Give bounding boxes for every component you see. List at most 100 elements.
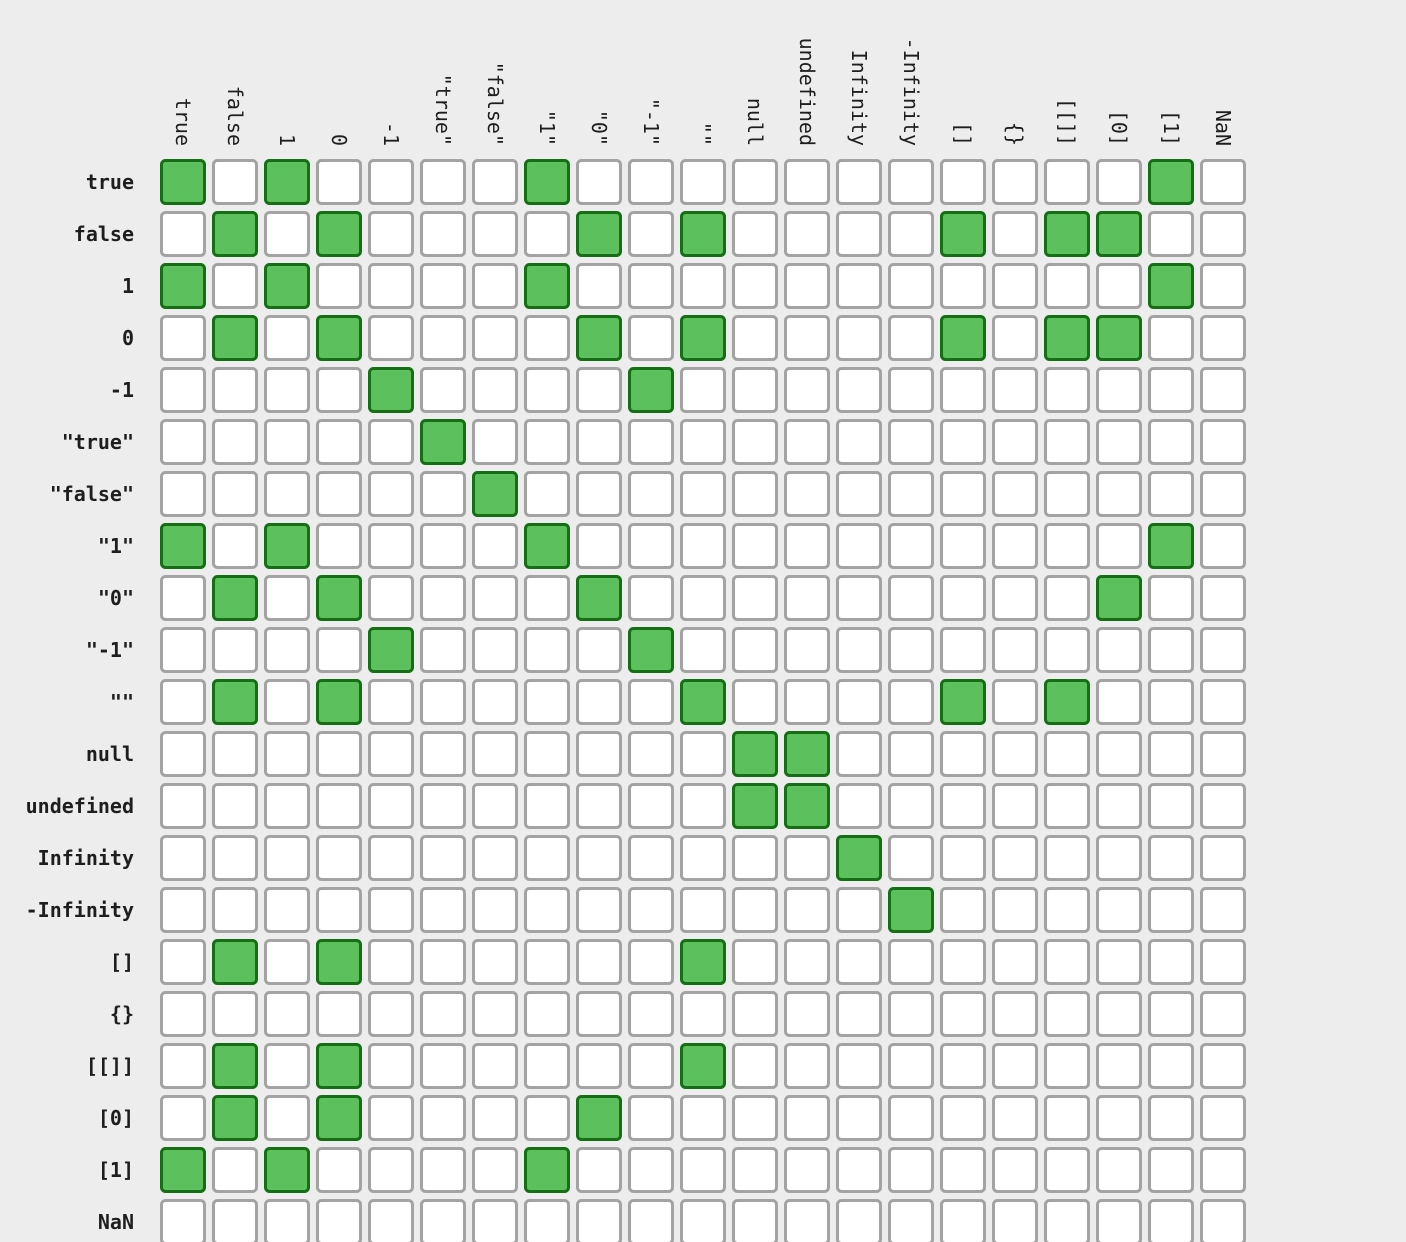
cell-not-equal: [368, 575, 414, 621]
cell-not-equal: [316, 627, 362, 673]
cell-equal: [732, 783, 778, 829]
cell-not-equal: [420, 783, 466, 829]
cell-not-equal: [472, 991, 518, 1037]
cell-not-equal: [316, 1147, 362, 1193]
cell-not-equal: [316, 1199, 362, 1242]
cell-not-equal: [992, 523, 1038, 569]
row-label-lblbrbrb: [[]]: [86, 1054, 134, 1078]
cell-not-equal: [524, 575, 570, 621]
cell-not-equal: [836, 783, 882, 829]
cell-equal: [472, 471, 518, 517]
cell-not-equal: [836, 1199, 882, 1242]
cell-equal: [628, 367, 674, 413]
cell-not-equal: [836, 731, 882, 777]
cell-not-equal: [420, 1043, 466, 1089]
cell-not-equal: [680, 575, 726, 621]
cell-not-equal: [524, 315, 570, 361]
cell-not-equal: [316, 991, 362, 1037]
cell-not-equal: [264, 939, 310, 985]
cell-not-equal: [732, 1043, 778, 1089]
cell-not-equal: [992, 939, 1038, 985]
cell-not-equal: [1044, 471, 1090, 517]
cell-not-equal: [732, 887, 778, 933]
row-label-undefined: undefined: [26, 794, 134, 818]
cell-not-equal: [420, 731, 466, 777]
cell-not-equal: [316, 367, 362, 413]
cell-not-equal: [368, 1095, 414, 1141]
cell-not-equal: [1096, 159, 1142, 205]
cell-not-equal: [368, 783, 414, 829]
cell-not-equal: [212, 627, 258, 673]
cell-not-equal: [472, 523, 518, 569]
cell-not-equal: [732, 1199, 778, 1242]
cell-not-equal: [1096, 1095, 1142, 1141]
cell-not-equal: [576, 367, 622, 413]
cell-equal: [940, 211, 986, 257]
cell-not-equal: [368, 263, 414, 309]
cell-not-equal: [732, 367, 778, 413]
cell-not-equal: [160, 627, 206, 673]
cell-not-equal: [576, 263, 622, 309]
cell-not-equal: [1200, 627, 1246, 673]
cell-not-equal: [888, 1043, 934, 1089]
row-label-infinity: Infinity: [38, 846, 134, 870]
cell-not-equal: [680, 263, 726, 309]
cell-not-equal: [316, 783, 362, 829]
cell-not-equal: [1044, 263, 1090, 309]
cell-not-equal: [1200, 575, 1246, 621]
cell-not-equal: [420, 835, 466, 881]
cell-not-equal: [576, 1147, 622, 1193]
row-label-str-1str: "-1": [86, 638, 134, 662]
cell-not-equal: [1200, 991, 1246, 1037]
cell-not-equal: [472, 835, 518, 881]
cell-not-equal: [732, 1147, 778, 1193]
cell-not-equal: [888, 471, 934, 517]
cell-not-equal: [264, 835, 310, 881]
row-label-str-0str: "0": [98, 586, 134, 610]
cell-not-equal: [940, 1095, 986, 1141]
cell-not-equal: [784, 211, 830, 257]
cell-not-equal: [1200, 315, 1246, 361]
row-label-str-1str: "1": [98, 534, 134, 558]
cell-not-equal: [1148, 991, 1194, 1037]
cell-equal: [264, 159, 310, 205]
cell-not-equal: [420, 627, 466, 673]
cell-not-equal: [524, 887, 570, 933]
cell-not-equal: [368, 887, 414, 933]
cell-not-equal: [1200, 1199, 1246, 1242]
cell-not-equal: [940, 783, 986, 829]
cell-not-equal: [888, 1199, 934, 1242]
cell-not-equal: [888, 991, 934, 1037]
cell-not-equal: [992, 835, 1038, 881]
cell-not-equal: [836, 1095, 882, 1141]
cell-not-equal: [940, 1043, 986, 1089]
cell-equal: [1148, 159, 1194, 205]
cell-not-equal: [836, 991, 882, 1037]
cell-equal: [316, 1043, 362, 1089]
cell-not-equal: [992, 783, 1038, 829]
cell-not-equal: [1044, 367, 1090, 413]
cell-not-equal: [420, 887, 466, 933]
cell-not-equal: [368, 315, 414, 361]
cell-not-equal: [1096, 419, 1142, 465]
cell-not-equal: [836, 471, 882, 517]
cell-equal: [940, 315, 986, 361]
cell-not-equal: [1200, 679, 1246, 725]
cell-not-equal: [576, 1199, 622, 1242]
cell-not-equal: [368, 1147, 414, 1193]
column-label-str-1str: "1": [535, 110, 559, 146]
cell-not-equal: [524, 367, 570, 413]
cell-not-equal: [992, 679, 1038, 725]
row-label-lb1rb: [1]: [98, 1158, 134, 1182]
cell-equal: [212, 575, 258, 621]
cell-not-equal: [420, 679, 466, 725]
cell-not-equal: [1148, 835, 1194, 881]
cell-equal: [680, 315, 726, 361]
cell-equal: [264, 523, 310, 569]
column-label-1: -1: [379, 122, 403, 146]
cell-equal: [732, 731, 778, 777]
cell-not-equal: [836, 1147, 882, 1193]
cell-not-equal: [420, 471, 466, 517]
cell-not-equal: [628, 835, 674, 881]
cell-not-equal: [836, 419, 882, 465]
